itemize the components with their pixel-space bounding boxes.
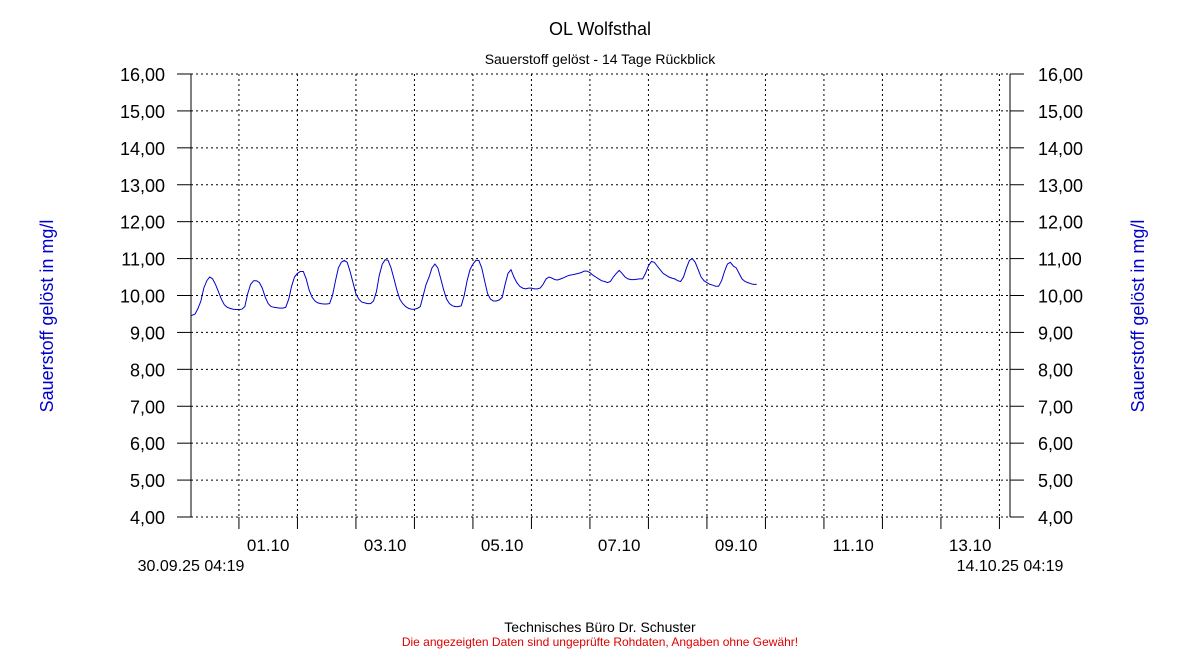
y-axis-left: 4,00 5,00 6,00 7,00 8,00 9,00 10,00 11,00 12,00 1… bbox=[120, 65, 191, 528]
y-tick-label-right: 13,00 bbox=[1038, 176, 1083, 196]
y-tick-label-right: 12,00 bbox=[1038, 213, 1083, 233]
y-tick-label-right: 9,00 bbox=[1038, 323, 1073, 343]
footer-disclaimer: Die angezeigten Daten sind ungeprüfte Ro… bbox=[402, 635, 798, 649]
y-tick-label-left: 9,00 bbox=[130, 323, 165, 343]
chart-subtitle: Sauerstoff gelöst - 14 Tage Rückblick bbox=[485, 51, 717, 67]
x-axis: 01.10 03.10 05.10 07.10 09.10 11.10 13.10 bbox=[238, 517, 1000, 555]
y-tick-label-left: 11,00 bbox=[121, 250, 165, 270]
y-tick-label-right: 8,00 bbox=[1038, 360, 1073, 380]
footer-company: Technisches Büro Dr. Schuster bbox=[504, 619, 696, 635]
x-tick-label: 13.10 bbox=[949, 536, 992, 555]
y-tick-label-left: 6,00 bbox=[130, 434, 165, 454]
y-axis-label-right: Sauerstoff gelöst in mg/l bbox=[1128, 220, 1148, 413]
x-tick-label: 05.10 bbox=[481, 536, 524, 555]
y-tick-label-left: 12,00 bbox=[120, 213, 165, 233]
y-tick-label-right: 15,00 bbox=[1038, 102, 1083, 122]
x-tick-label: 01.10 bbox=[247, 536, 290, 555]
y-tick-label-right: 11,00 bbox=[1038, 250, 1082, 270]
y-tick-label-right: 7,00 bbox=[1038, 397, 1073, 417]
series-line-oxygen bbox=[190, 257, 757, 317]
y-tick-label-right: 10,00 bbox=[1038, 287, 1083, 307]
x-end-timestamp: 14.10.25 04:19 bbox=[957, 558, 1064, 575]
x-tick-label: 09.10 bbox=[715, 536, 758, 555]
y-tick-label-left: 10,00 bbox=[120, 287, 165, 307]
y-tick-label-left: 15,00 bbox=[120, 102, 165, 122]
x-tick-label: 03.10 bbox=[364, 536, 407, 555]
y-axis-right: 4,00 5,00 6,00 7,00 8,00 9,00 10,00 11,00 12,00 1… bbox=[1010, 65, 1083, 528]
y-tick-label-right: 5,00 bbox=[1038, 471, 1073, 491]
x-start-timestamp: 30.09.25 04:19 bbox=[138, 558, 245, 575]
y-tick-label-right: 4,00 bbox=[1038, 508, 1073, 528]
x-tick-label: 07.10 bbox=[598, 536, 641, 555]
y-tick-label-left: 4,00 bbox=[130, 508, 165, 528]
y-tick-label-left: 14,00 bbox=[120, 139, 165, 159]
x-tick-label: 11.10 bbox=[833, 536, 874, 555]
chart-title: OL Wolfsthal bbox=[549, 19, 651, 39]
y-tick-label-right: 14,00 bbox=[1038, 139, 1083, 159]
y-axis-label-left: Sauerstoff gelöst in mg/l bbox=[37, 220, 57, 413]
y-tick-label-left: 5,00 bbox=[130, 471, 165, 491]
y-tick-label-right: 16,00 bbox=[1038, 65, 1083, 85]
grid bbox=[191, 73, 1010, 518]
y-tick-label-right: 6,00 bbox=[1038, 434, 1073, 454]
y-tick-label-left: 16,00 bbox=[120, 65, 165, 85]
y-tick-label-left: 8,00 bbox=[130, 360, 165, 380]
y-tick-label-left: 7,00 bbox=[130, 397, 165, 417]
y-tick-label-left: 13,00 bbox=[120, 176, 165, 196]
